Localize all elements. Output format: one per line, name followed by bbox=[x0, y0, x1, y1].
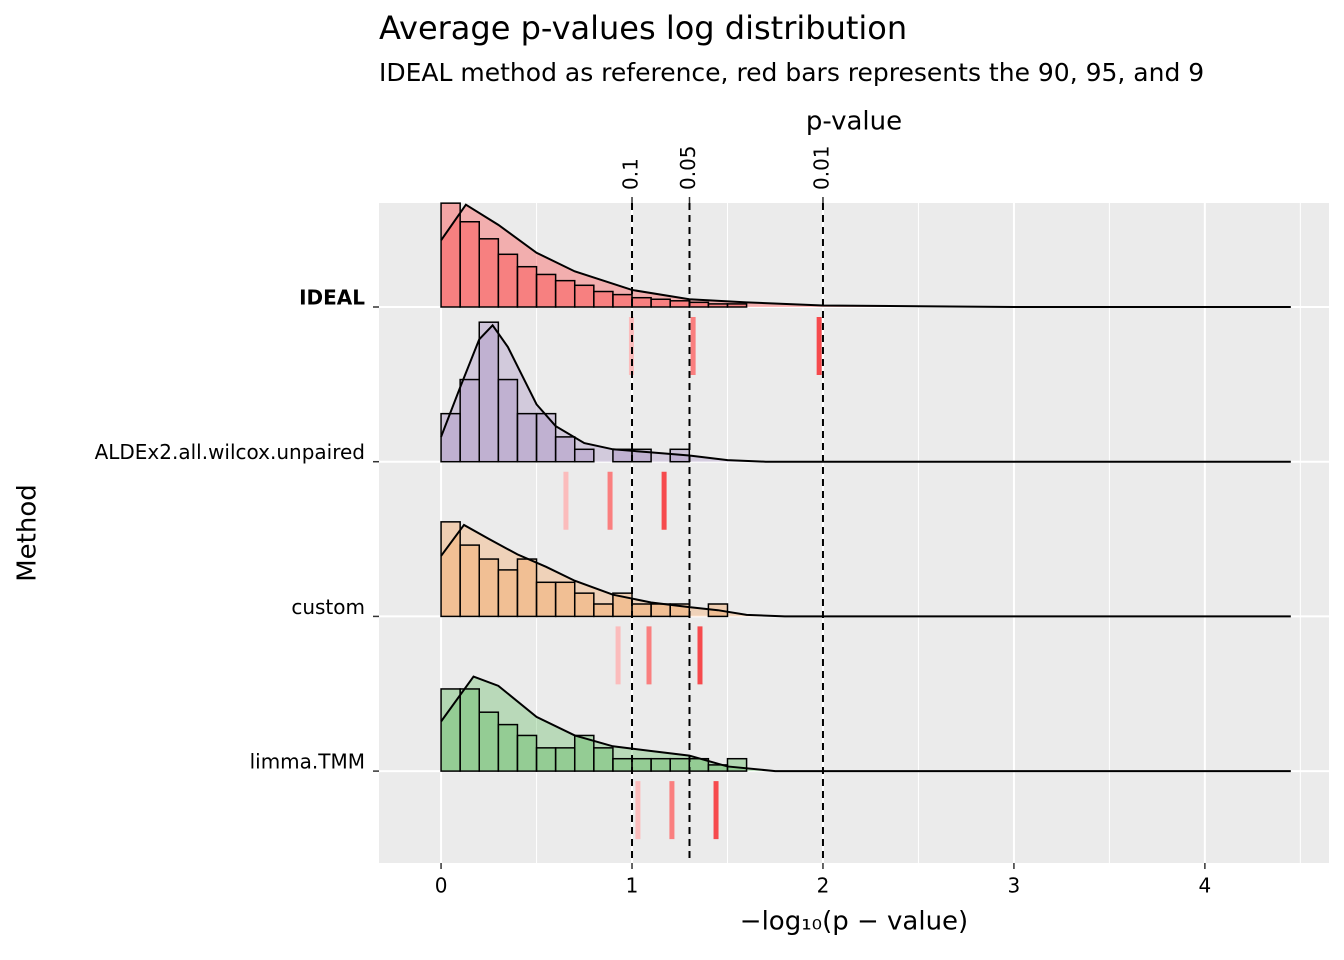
x2-tick-label: 0.1 bbox=[619, 158, 643, 190]
histogram-bar bbox=[688, 301, 710, 308]
histogram-bar bbox=[535, 273, 557, 308]
y-axis-label: Method bbox=[13, 484, 43, 582]
histogram-bar bbox=[631, 296, 652, 308]
histogram-bar bbox=[440, 412, 461, 463]
histogram-bar bbox=[440, 521, 461, 618]
chart-subtitle: IDEAL method as reference, red bars repr… bbox=[379, 58, 1204, 87]
histogram-bar bbox=[650, 298, 671, 308]
histogram-bar bbox=[459, 688, 481, 772]
histogram-bar bbox=[612, 293, 633, 308]
x-tick-label: 0 bbox=[435, 874, 448, 898]
y-tick-label: IDEAL bbox=[299, 286, 365, 310]
y-tick-label: limma.TMM bbox=[250, 750, 365, 774]
histogram-bar bbox=[535, 581, 557, 618]
density-line bbox=[440, 323, 1291, 463]
histogram-bar bbox=[573, 448, 595, 463]
histogram-bar bbox=[516, 265, 538, 308]
density-area bbox=[441, 676, 1291, 772]
histogram-bar bbox=[573, 592, 595, 618]
histogram-bar bbox=[650, 757, 671, 772]
density-area bbox=[441, 524, 1291, 617]
histogram-bar bbox=[669, 757, 691, 772]
plot-panel bbox=[379, 203, 1329, 863]
histogram-bar bbox=[726, 303, 748, 308]
histogram-bar bbox=[440, 688, 461, 772]
histogram-bar bbox=[631, 757, 652, 772]
x-tick-label: 4 bbox=[1199, 874, 1212, 898]
histogram-bar bbox=[535, 747, 557, 772]
y-tick-label: ALDEx2.all.wilcox.unpaired bbox=[95, 440, 365, 464]
histogram-bar bbox=[631, 603, 652, 618]
chart-title: Average p-values log distribution bbox=[379, 9, 907, 47]
histogram-bar bbox=[459, 221, 481, 308]
histogram-bar bbox=[459, 378, 481, 463]
histogram-bar bbox=[497, 723, 519, 772]
y-tick-label: custom bbox=[291, 595, 365, 619]
density-line bbox=[440, 523, 1291, 618]
histogram-bar bbox=[516, 558, 538, 618]
histogram-bar bbox=[478, 238, 500, 308]
histogram-bar bbox=[554, 581, 576, 618]
histogram-bar bbox=[573, 284, 595, 308]
density-line bbox=[440, 203, 1291, 308]
histogram-bar bbox=[497, 378, 519, 463]
x-tick-label: 2 bbox=[817, 874, 830, 898]
histogram-bar bbox=[554, 436, 576, 463]
density-area bbox=[441, 204, 1291, 307]
histogram-bar bbox=[459, 544, 481, 618]
histogram-bar bbox=[554, 279, 576, 308]
x2-tick-label: 0.01 bbox=[809, 145, 833, 190]
density-area bbox=[441, 325, 1291, 462]
x2-tick-label: 0.05 bbox=[676, 145, 700, 190]
histogram-bar bbox=[497, 569, 519, 618]
histogram-bar bbox=[593, 747, 614, 772]
histogram-bar bbox=[554, 747, 576, 772]
histogram-bar bbox=[535, 412, 557, 463]
histogram-bar bbox=[478, 558, 500, 618]
x-tick-label: 3 bbox=[1008, 874, 1021, 898]
histogram-bar bbox=[669, 300, 691, 308]
histogram-bar bbox=[593, 290, 614, 308]
histogram-bar bbox=[612, 757, 633, 772]
histogram-bar bbox=[478, 711, 500, 772]
x-axis-label: −log₁₀(p − value) bbox=[740, 907, 968, 937]
histogram-bar bbox=[516, 412, 538, 463]
histogram-bar bbox=[650, 603, 671, 618]
histogram-bar bbox=[726, 757, 748, 772]
x-tick-label: 1 bbox=[626, 874, 639, 898]
histogram-bar bbox=[478, 321, 500, 463]
histogram-bar bbox=[497, 253, 519, 308]
top-axis-label: p-value bbox=[806, 107, 902, 137]
density-line bbox=[440, 675, 1291, 773]
histogram-bar bbox=[707, 303, 729, 308]
histogram-bar bbox=[593, 603, 614, 618]
histogram-bar bbox=[516, 734, 538, 772]
